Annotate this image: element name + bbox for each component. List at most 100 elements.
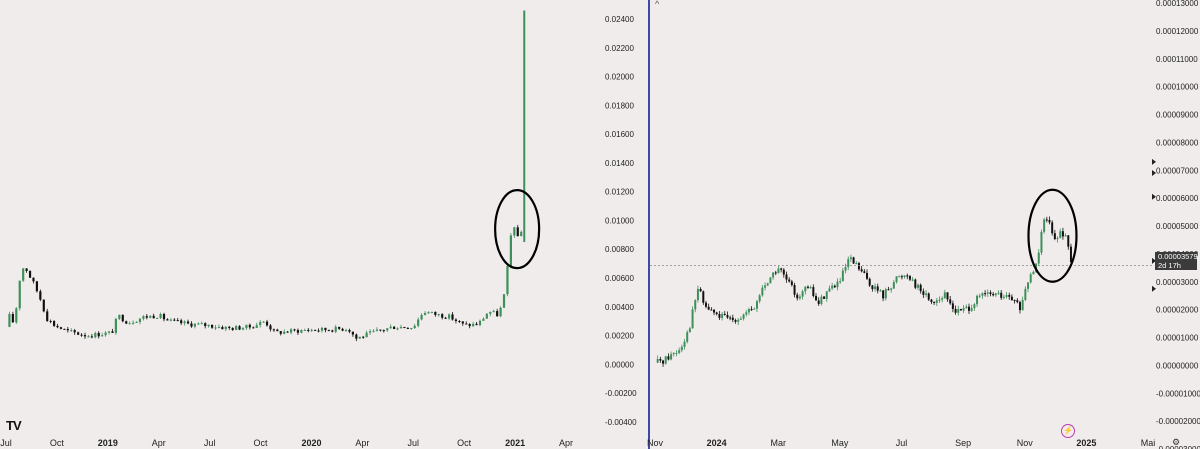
- candle-body: [59, 327, 63, 329]
- candle-body: [94, 332, 97, 338]
- candle-body: [22, 268, 25, 281]
- y-axis-tick-label: 0.00011000: [1156, 55, 1198, 64]
- candle-body: [680, 346, 683, 351]
- candle-body: [823, 296, 826, 299]
- candle-body: [207, 324, 210, 327]
- candle-body: [427, 312, 430, 314]
- candle-body: [15, 308, 18, 323]
- y-axis-tick-label: -0.00400: [605, 418, 637, 427]
- candle-body: [279, 331, 282, 334]
- y-axis-tick-label: 0.00006000: [1156, 194, 1199, 203]
- candle-body: [1037, 252, 1040, 264]
- candle-body: [444, 317, 447, 319]
- candle-body: [780, 268, 783, 270]
- price-scale-marker: [1152, 257, 1156, 264]
- x-axis-tick-label: May: [831, 438, 849, 448]
- price-scale-marker: [1152, 170, 1156, 177]
- candle-body: [887, 289, 890, 291]
- y-axis-tick-label: 0.00012000: [1156, 27, 1199, 36]
- y-axis-tick-label: 0.00002000: [1156, 306, 1199, 315]
- candle-body: [713, 309, 716, 313]
- candle-body: [307, 329, 310, 331]
- candle-body: [866, 272, 869, 279]
- left-chart-panel[interactable]: 0.02400 0.02200 0.02000 0.01800 0.01600 0.014…: [0, 0, 650, 449]
- tradingview-logo[interactable]: TV: [6, 418, 22, 433]
- candle-body: [769, 277, 772, 284]
- candle-body: [919, 284, 922, 292]
- candle-body: [52, 321, 56, 326]
- candle-body: [28, 270, 32, 278]
- candle-body: [989, 292, 992, 295]
- candle-body: [42, 299, 45, 312]
- candle-body: [951, 303, 954, 309]
- candle-body: [317, 330, 320, 332]
- y-axis-tick-label: -0.00003000: [1156, 445, 1200, 449]
- candle-body: [166, 319, 169, 321]
- candle-body: [745, 312, 748, 315]
- candle-body: [801, 291, 804, 297]
- candle-body: [656, 359, 659, 363]
- collapse-chevron-icon[interactable]: ^: [655, 0, 660, 9]
- lightning-bolt-icon[interactable]: ⚡: [1061, 424, 1075, 438]
- candle-body: [142, 316, 145, 319]
- candle-body: [699, 289, 702, 292]
- candle-body: [906, 275, 909, 277]
- candle-body: [499, 307, 502, 317]
- candle-body: [39, 291, 42, 300]
- candle-body: [965, 306, 968, 309]
- candle-body: [437, 314, 440, 316]
- x-axis-tick-label: 2019: [98, 438, 118, 448]
- right-chart-panel[interactable]: 0.00013000 0.00012000 0.00011000 0.00010000…: [647, 0, 1200, 449]
- candle-body: [954, 308, 957, 313]
- candle-body: [386, 328, 389, 331]
- left-candlestick-chart[interactable]: 0.02400 0.02200 0.02000 0.01800 0.01600 0.014…: [0, 0, 650, 449]
- candle-body: [413, 325, 416, 329]
- candle-body: [327, 330, 330, 332]
- candle-body: [472, 323, 475, 327]
- candle-body: [379, 329, 382, 331]
- x-axis-tick-label: 2021: [505, 438, 525, 448]
- candle-body: [118, 314, 121, 319]
- candle-body: [410, 328, 413, 330]
- candle-body: [844, 267, 847, 271]
- candle-body: [66, 328, 69, 331]
- candle-body: [516, 227, 519, 237]
- candle-body: [417, 319, 420, 326]
- candle-body: [715, 312, 718, 314]
- candle-body: [938, 299, 941, 301]
- candle-body: [686, 332, 689, 342]
- candle-body: [970, 308, 973, 311]
- candle-body: [454, 319, 458, 322]
- candle-body: [63, 328, 66, 330]
- candle-body: [1048, 220, 1051, 223]
- candle-body: [863, 271, 866, 273]
- highlight-circle: [494, 188, 541, 270]
- x-axis-tick-label: Nov: [647, 438, 664, 448]
- candle-body: [193, 323, 197, 327]
- candle-body: [252, 327, 255, 329]
- y-axis-tick-label: 0.00000: [605, 360, 634, 369]
- right-candlestick-chart[interactable]: 0.00013000 0.00012000 0.00011000 0.00010000…: [647, 0, 1200, 449]
- candle-body: [389, 326, 392, 329]
- price-scale-marker: [1152, 193, 1156, 200]
- candle-body: [750, 309, 753, 311]
- candle-body: [344, 329, 348, 331]
- candle-body: [670, 354, 673, 360]
- candle-body: [101, 335, 104, 337]
- candle-body: [509, 235, 512, 267]
- candle-body: [841, 270, 844, 282]
- y-axis-tick-label: 0.00008000: [1156, 138, 1199, 147]
- candle-body: [190, 323, 193, 327]
- candle-body: [70, 330, 73, 332]
- candle-body: [406, 327, 409, 329]
- candle-body: [796, 294, 799, 299]
- candle-body: [721, 313, 724, 318]
- candle-body: [688, 328, 691, 333]
- candle-body: [753, 308, 756, 310]
- y-axis-tick-label: 0.02200: [605, 44, 634, 53]
- panel-divider[interactable]: [648, 0, 650, 449]
- candle-body: [1045, 219, 1048, 221]
- settings-gear-icon[interactable]: ⚙: [1172, 437, 1181, 447]
- candle-body: [1000, 292, 1003, 298]
- y-axis-tick-label: 0.00003000: [1156, 278, 1199, 287]
